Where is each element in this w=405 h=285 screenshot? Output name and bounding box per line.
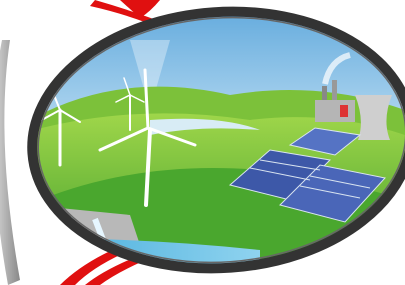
illustration bbox=[0, 0, 405, 285]
page: {} bbox=[0, 0, 405, 285]
